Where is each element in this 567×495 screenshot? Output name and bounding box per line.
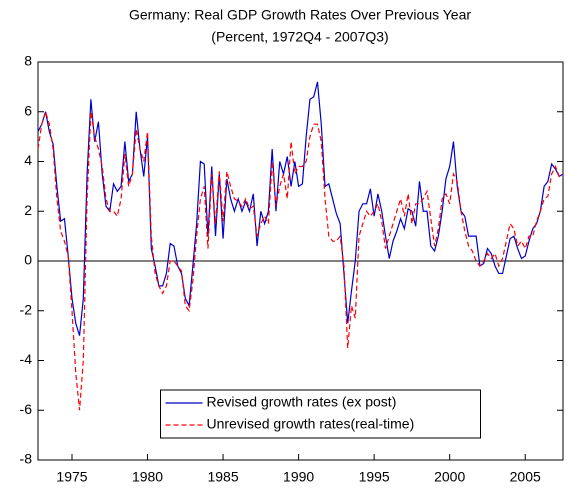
chart-title: Germany: Real GDP Growth Rates Over Prev… <box>129 7 471 23</box>
legend-label: Unrevised growth rates(real-time) <box>207 416 415 432</box>
chart-subtitle: (Percent, 1972Q4 - 2007Q3) <box>211 29 388 45</box>
y-tick-label: 6 <box>24 102 32 118</box>
y-tick-label: 0 <box>24 252 32 268</box>
y-tick-label: -4 <box>20 351 33 367</box>
y-tick-label: 4 <box>24 152 32 168</box>
y-tick-label: 2 <box>24 202 32 218</box>
x-tick-label: 2005 <box>510 469 541 485</box>
x-tick-label: 1975 <box>56 469 87 485</box>
y-tick-label: 8 <box>24 53 32 69</box>
legend: Revised growth rates (ex post) Unrevised … <box>160 389 481 439</box>
x-tick-label: 2000 <box>434 469 465 485</box>
x-tick-label: 1990 <box>283 469 314 485</box>
y-tick-label: -2 <box>20 301 33 317</box>
series-line <box>37 109 564 411</box>
legend-box <box>160 389 481 439</box>
x-tick-label: 1985 <box>207 469 238 485</box>
x-tick-label: 1980 <box>132 469 163 485</box>
series-line <box>37 81 564 336</box>
y-tick-label: -6 <box>20 401 33 417</box>
x-tick-label: 1995 <box>359 469 390 485</box>
legend-label: Revised growth rates (ex post) <box>207 394 397 410</box>
y-tick-label: -8 <box>20 451 33 467</box>
